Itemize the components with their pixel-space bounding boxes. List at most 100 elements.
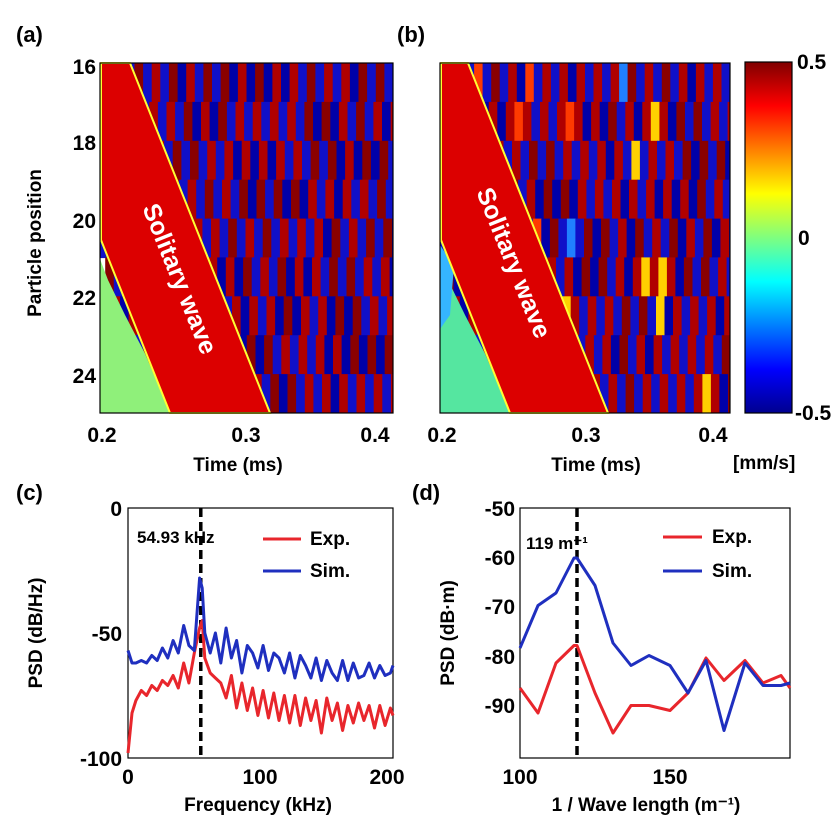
heatmap-cell: [634, 374, 644, 413]
y-tick-a-20: 20: [73, 210, 96, 233]
colorbar-tick-max: 0.5: [797, 51, 827, 74]
heatmap-cell: [390, 101, 393, 142]
colorbar-tick-zero: 0: [798, 227, 810, 250]
heatmap-cell: [388, 140, 393, 181]
heatmap-cell: [563, 140, 573, 181]
heatmap-cell: [355, 257, 365, 297]
heatmap-cell: [615, 257, 625, 297]
heatmap-cell: [716, 140, 726, 181]
heatmap-cell: [643, 218, 653, 259]
heatmap-cell: [601, 218, 611, 259]
heatmap-cell: [686, 218, 696, 259]
heatmap-cell: [271, 218, 281, 259]
y-axis-label-d: PSD (dB·m): [438, 580, 459, 686]
heatmap-cell: [298, 335, 308, 375]
heatmap-cell: [685, 101, 695, 142]
heatmap-cell: [347, 101, 357, 142]
heatmap-cell: [229, 63, 239, 103]
heatmap-cell: [397, 141, 406, 181]
heatmap-cell: [240, 296, 250, 336]
heatmap-cell: [660, 218, 670, 259]
heatmap-cell: [685, 374, 695, 413]
heatmap-cell: [363, 257, 373, 297]
heatmap-cell: [574, 101, 584, 142]
heatmap-cell: [549, 218, 559, 259]
heatmap-cell: [516, 63, 526, 103]
series-c-sim: [126, 576, 395, 682]
heatmap-cell: [627, 63, 637, 103]
heatmap-cell: [401, 219, 410, 259]
heatmap-cell: [610, 335, 620, 375]
heatmap-cell: [243, 257, 253, 297]
plot-d: 119 m⁻¹ Exp. Sim.: [518, 507, 792, 759]
heatmap-cell: [699, 140, 709, 181]
heatmap-cell: [491, 63, 501, 103]
heatmap-cell: [323, 218, 333, 259]
heatmap-b: Solitary wave: [439, 62, 731, 414]
heatmap-cell: [287, 374, 297, 413]
heatmap-cell: [556, 257, 566, 297]
heatmap-cell: [385, 179, 393, 220]
heatmap-cell: [622, 140, 632, 181]
heatmap-cell: [625, 101, 635, 142]
heatmap-cell: [369, 296, 380, 336]
heatmap-cell: [325, 179, 335, 220]
heatmap-cell: [345, 140, 355, 181]
heatmap-cell: [592, 218, 602, 259]
heatmap-cell: [675, 257, 685, 297]
y-tick-c--100: -100: [80, 748, 122, 771]
heatmap-cell: [262, 218, 272, 259]
heatmap-cell: [389, 257, 393, 297]
heatmap-cell: [168, 63, 179, 103]
heatmap-cell: [599, 101, 609, 142]
legend-d-sim: Sim.: [712, 561, 752, 582]
heatmap-cell: [183, 101, 193, 142]
heatmap-cell: [537, 140, 547, 181]
heatmap-cell: [624, 257, 634, 297]
heatmap-cell: [618, 218, 628, 259]
colorbar-label: [mm/s]: [733, 453, 795, 474]
heatmap-cell: [403, 180, 412, 220]
heatmap-cell: [244, 101, 254, 142]
heatmap-cell: [721, 63, 730, 103]
heatmap-cell: [361, 296, 371, 336]
heatmap-cell: [633, 101, 643, 142]
heatmap-cell: [664, 296, 674, 336]
heatmap-cell: [283, 296, 293, 336]
x-tick-b-0.2: 0.2: [427, 424, 456, 447]
heatmap-cell: [399, 102, 408, 141]
heatmap-cell: [715, 296, 725, 336]
heatmap-cell: [335, 296, 345, 336]
heatmap-cell: [411, 335, 420, 375]
y-tick-d--80: -80: [485, 646, 515, 669]
heatmap-cell: [336, 140, 346, 181]
heatmap-cell: [600, 374, 610, 413]
y-tick-c--50: -50: [92, 623, 122, 646]
y-tick-a-18: 18: [73, 132, 97, 155]
heatmap-cell: [630, 296, 640, 336]
heatmap-cell: [552, 179, 562, 220]
heatmap-cell: [372, 257, 382, 297]
heatmap-cell: [602, 63, 612, 103]
legend-d-exp: Exp.: [712, 527, 752, 548]
heatmap-cell: [522, 101, 532, 142]
heatmap-cell: [330, 101, 340, 142]
y-tick-c-0: 0: [110, 498, 122, 521]
heatmap-cell: [286, 257, 296, 297]
heatmap-cell: [282, 179, 292, 220]
legend-c-exp: Exp.: [310, 529, 350, 550]
heatmap-cell: [540, 101, 550, 142]
heatmap-cell: [440, 63, 441, 103]
heatmap-cell: [668, 374, 678, 413]
heatmap-cell: [357, 218, 367, 259]
heatmap-cell: [334, 179, 344, 220]
heatmap-cell: [246, 63, 256, 103]
heatmap-cell: [726, 257, 730, 297]
heatmap-cell: [235, 101, 245, 142]
heatmap-cell: [219, 218, 229, 259]
heatmap-cell: [690, 296, 700, 336]
heatmap-cell: [697, 179, 707, 220]
x-tick-a-0.4: 0.4: [360, 424, 390, 447]
heatmap-cell: [683, 257, 693, 297]
heatmap-cell: [702, 374, 712, 413]
